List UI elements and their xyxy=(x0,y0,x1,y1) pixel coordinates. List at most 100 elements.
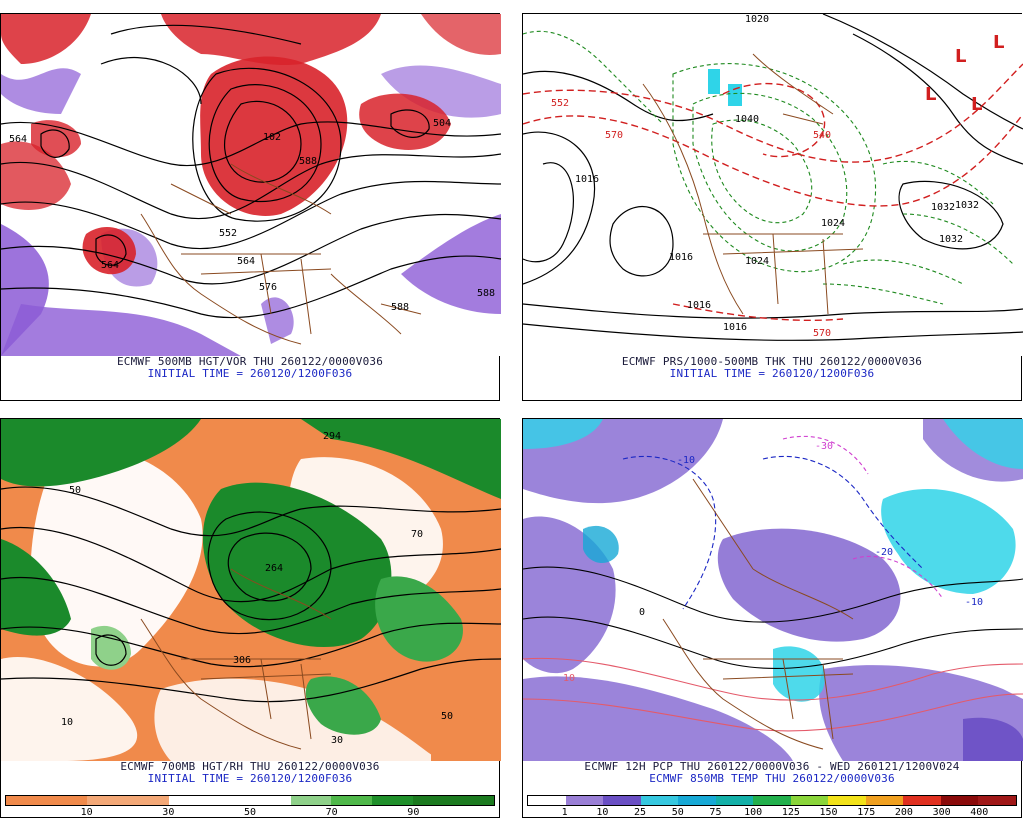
panel-subtitle: INITIAL TIME = 260120/1200F036 xyxy=(147,367,353,380)
colorbar-swatch xyxy=(903,796,941,805)
colorbar-swatch xyxy=(715,796,754,805)
colorbar-label: 50 xyxy=(671,807,684,818)
contour-label: 564 xyxy=(237,256,255,267)
contour-label: 1020 xyxy=(745,14,769,25)
contour-label: 564 xyxy=(101,260,119,271)
contour-label: 294 xyxy=(323,431,341,442)
contour-label: 1024 xyxy=(745,256,769,267)
panel-prs-thickness: L L L L 1016 1032 1032 1016 1024 1016 10… xyxy=(522,13,1023,401)
map-500mb-vorticity: 564 552 564 576 588 102 588 504 564 588 xyxy=(1,14,501,356)
colorbar-label: 10 xyxy=(596,807,609,818)
map-700mb-rh: 264 294 306 50 70 10 30 50 xyxy=(1,419,501,761)
contour-label: 570 xyxy=(813,328,831,339)
colorbar-labels: 1 10 25 50 75 100 125 150 175 200 300 400 xyxy=(527,807,1017,818)
map-precip-850-temp: -10 -20 0 10 -30 -10 xyxy=(523,419,1023,761)
contour-label: -20 xyxy=(875,547,893,558)
colorbar-swatch xyxy=(168,796,210,805)
colorbar-swatch xyxy=(753,796,791,805)
contour-label: 570 xyxy=(605,130,623,141)
colorbar-label: 70 xyxy=(325,807,338,818)
panel-500mb-hgt-vor: 564 552 564 576 588 102 588 504 564 588 … xyxy=(0,13,501,401)
colorbar-label: 200 xyxy=(894,807,913,818)
colorbar-swatch xyxy=(978,796,1016,805)
panel-title: ECMWF 500MB HGT/VOR THU 260122/0000V036 xyxy=(116,355,384,368)
contour-label: 588 xyxy=(477,288,495,299)
panel-700mb-hgt-rh: 264 294 306 50 70 10 30 50 ECMWF 700MB H… xyxy=(0,418,501,818)
colorbar-swatch xyxy=(250,796,291,805)
panel-subtitle: INITIAL TIME = 260120/1200F036 xyxy=(669,367,875,380)
low-pressure-mark: L xyxy=(993,32,1004,53)
map-pressure-thickness: L L L L 1016 1032 1032 1016 1024 1016 10… xyxy=(523,14,1023,356)
contour-label: 264 xyxy=(265,563,283,574)
low-pressure-mark: L xyxy=(955,46,966,67)
colorbar-swatch xyxy=(331,796,373,805)
colorbar-swatch xyxy=(565,796,604,805)
colorbar-label: 1 xyxy=(561,807,568,818)
contour-label: 1016 xyxy=(669,252,693,263)
contour-label: 1016 xyxy=(723,322,747,333)
colorbar-swatch xyxy=(412,796,454,805)
contour-label: 576 xyxy=(259,282,277,293)
panel-12h-pcp-850mb-temp: -10 -20 0 10 -30 -10 ECMWF 12H PCP THU 2… xyxy=(522,418,1023,818)
contour-label: 102 xyxy=(263,132,281,143)
contour-label: 50 xyxy=(441,711,453,722)
low-pressure-mark: L xyxy=(925,84,936,105)
colorbar-swatch xyxy=(828,796,866,805)
colorbar-label: 175 xyxy=(857,807,876,818)
colorbar-label: 50 xyxy=(243,807,257,818)
colorbar-swatch xyxy=(603,796,641,805)
colorbar-swatch xyxy=(290,796,332,805)
low-pressure-mark: L xyxy=(971,94,982,115)
contour-label: 70 xyxy=(411,529,423,540)
contour-label: -10 xyxy=(965,597,983,608)
colorbar-swatch xyxy=(46,796,88,805)
contour-label: 1016 xyxy=(687,300,711,311)
panel-subtitle: ECMWF 850MB TEMP THU 260122/0000V036 xyxy=(649,772,895,785)
colorbar-precip xyxy=(527,795,1017,806)
colorbar-swatch xyxy=(6,796,47,805)
contour-label: 50 xyxy=(69,485,81,496)
colorbar-swatch xyxy=(209,796,251,805)
colorbar-label: 10 xyxy=(80,807,93,818)
contour-label: 10 xyxy=(61,717,73,728)
colorbar-label: 75 xyxy=(709,807,722,818)
contour-label: 564 xyxy=(9,134,27,145)
colorbar-label: 300 xyxy=(932,807,951,818)
colorbar-label: 125 xyxy=(781,807,800,818)
contour-label: 588 xyxy=(299,156,317,167)
contour-label: 504 xyxy=(433,118,451,129)
panel-title: ECMWF 12H PCP THU 260122/0000V036 - WED … xyxy=(584,760,960,773)
contour-label: 552 xyxy=(219,228,237,239)
colorbar-swatch xyxy=(87,796,129,805)
colorbar-swatch xyxy=(128,796,169,805)
colorbar-label: 30 xyxy=(162,807,175,818)
panel-subtitle: INITIAL TIME = 260120/1200F036 xyxy=(147,772,353,785)
contour-label: 10 xyxy=(563,673,575,684)
contour-label: 30 xyxy=(331,735,343,746)
colorbar-swatch xyxy=(640,796,679,805)
panel-title: ECMWF PRS/1000-500MB THK THU 260122/0000… xyxy=(621,355,923,368)
colorbar-label: 90 xyxy=(407,807,420,818)
colorbar-label: 400 xyxy=(970,807,989,818)
colorbar-label: 150 xyxy=(819,807,838,818)
contour-label: 1032 xyxy=(939,234,963,245)
contour-label: 1040 xyxy=(735,114,759,125)
colorbar-swatch xyxy=(453,796,495,805)
colorbar-swatch xyxy=(678,796,716,805)
contour-label: -10 xyxy=(677,455,695,466)
contour-label: 1032 xyxy=(955,200,979,211)
contour-label: 1024 xyxy=(821,218,845,229)
colorbar-swatch xyxy=(790,796,829,805)
contour-label: 1032 xyxy=(931,202,955,213)
contour-label: 540 xyxy=(813,130,831,141)
colorbar-swatch xyxy=(528,796,566,805)
contour-label: 552 xyxy=(551,98,569,109)
contour-label: 1016 xyxy=(575,174,599,185)
colorbar-label: 100 xyxy=(744,807,763,818)
contour-label: 588 xyxy=(391,302,409,313)
colorbar-rh xyxy=(5,795,495,806)
panel-title: ECMWF 700MB HGT/RH THU 260122/0000V036 xyxy=(120,760,380,773)
contour-label: -30 xyxy=(815,441,833,452)
colorbar-label: 25 xyxy=(634,807,647,818)
colorbar-swatch xyxy=(372,796,413,805)
